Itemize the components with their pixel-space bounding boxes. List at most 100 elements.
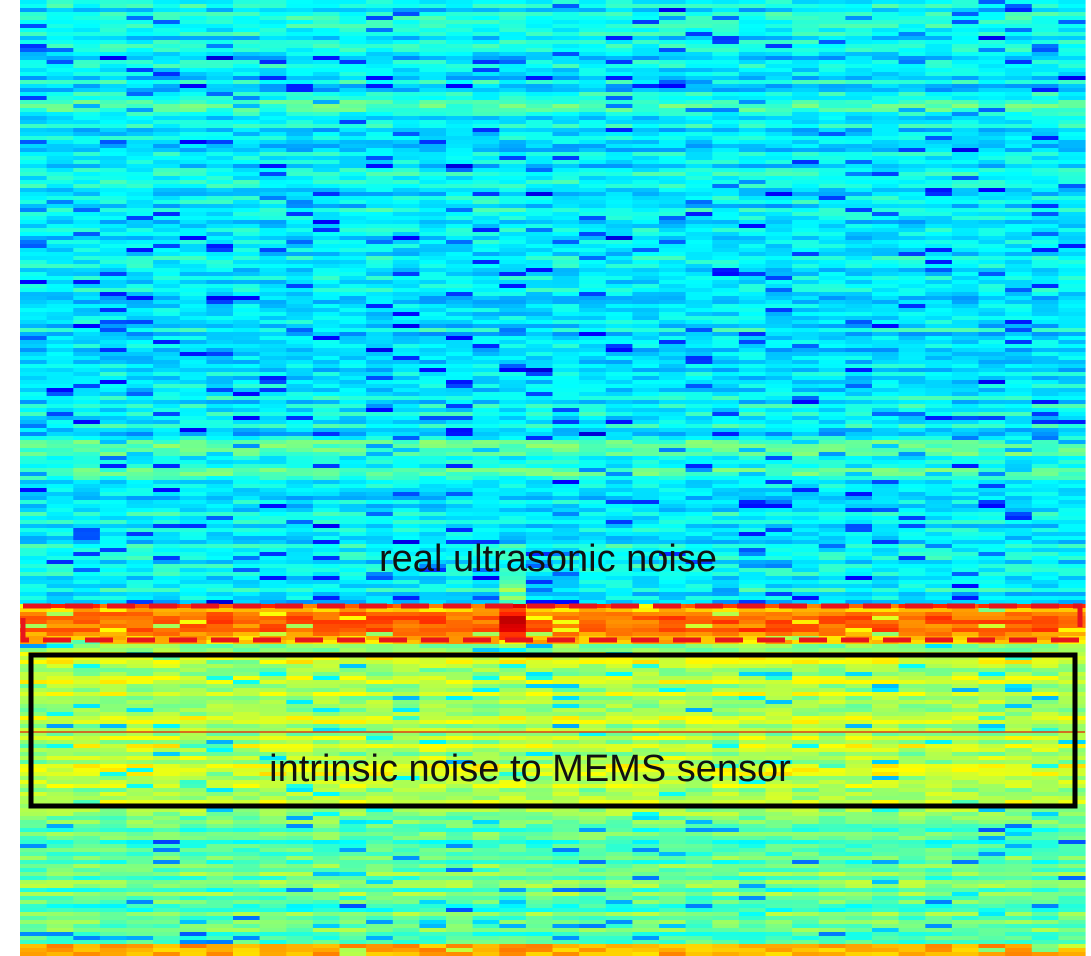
- spectrogram-cell: [605, 96, 633, 100]
- spectrogram-cell: [951, 332, 980, 336]
- spectrogram-cell: [419, 304, 447, 308]
- spectrogram-cell: [153, 496, 181, 500]
- spectrogram-cell: [579, 360, 607, 364]
- spectrogram-cell: [259, 192, 287, 196]
- spectrogram-cell: [472, 8, 500, 12]
- spectrogram-cell: [286, 184, 314, 188]
- spectrogram-cell: [818, 376, 846, 380]
- spectrogram-cell: [339, 96, 367, 100]
- spectrogram-cell: [525, 200, 554, 204]
- spectrogram-cell: [632, 268, 660, 272]
- spectrogram-cell: [712, 8, 740, 12]
- spectrogram-cell: [898, 476, 926, 480]
- spectrogram-cell: [978, 220, 1006, 224]
- spectrogram-cell: [419, 480, 447, 484]
- spectrogram-cell: [738, 196, 767, 200]
- spectrogram-cell: [738, 452, 767, 456]
- spectrogram-cell: [925, 40, 953, 44]
- spectrogram-cell: [312, 408, 341, 412]
- spectrogram-cell: [99, 204, 128, 208]
- spectrogram-cell: [20, 108, 48, 112]
- spectrogram-cell: [765, 176, 793, 180]
- spectrogram-cell: [46, 108, 74, 112]
- spectrogram-cell: [392, 40, 420, 44]
- spectrogram-cell: [818, 28, 846, 32]
- spectrogram-cell: [605, 480, 633, 484]
- spectrogram-cell: [898, 0, 926, 4]
- spectrogram-cell: [925, 356, 953, 360]
- spectrogram-cell: [472, 464, 500, 468]
- spectrogram-cell: [366, 428, 394, 432]
- spectrogram-cell: [20, 456, 48, 460]
- spectrogram-cell: [951, 52, 980, 56]
- spectrogram-cell: [46, 196, 74, 200]
- spectrogram-cell: [499, 216, 527, 220]
- spectrogram-cell: [951, 124, 980, 128]
- spectrogram-cell: [20, 204, 48, 208]
- spectrogram-cell: [659, 60, 687, 64]
- spectrogram-cell: [1031, 384, 1059, 388]
- spectrogram-cell: [73, 68, 101, 72]
- spectrogram-cell: [872, 368, 900, 372]
- spectrogram-cell: [499, 28, 527, 32]
- spectrogram-cell: [1005, 236, 1033, 240]
- spectrogram-cell: [312, 324, 341, 328]
- spectrogram-cell: [659, 192, 687, 196]
- spectrogram-cell: [499, 476, 527, 480]
- spectrogram-cell: [738, 256, 767, 260]
- spectrogram-cell: [46, 88, 74, 92]
- spectrogram-cell: [233, 128, 261, 132]
- spectrogram-cell: [499, 152, 527, 156]
- spectrogram-cell: [605, 8, 633, 12]
- spectrogram-cell: [206, 260, 234, 264]
- spectrogram-cell: [765, 468, 793, 472]
- spectrogram-cell: [579, 376, 607, 380]
- spectrogram-cell: [898, 456, 926, 460]
- spectrogram-cell: [233, 108, 261, 112]
- spectrogram-cell: [286, 388, 314, 392]
- spectrogram-cell: [605, 460, 633, 464]
- spectrogram-cell: [712, 60, 740, 64]
- spectrogram-cell: [46, 368, 74, 372]
- spectrogram-cell: [446, 12, 474, 16]
- spectrogram-cell: [20, 104, 48, 108]
- spectrogram-cell: [605, 412, 633, 416]
- spectrogram-cell: [99, 460, 128, 464]
- spectrogram-cell: [1005, 88, 1033, 92]
- spectrogram-cell: [1058, 492, 1086, 496]
- spectrogram-cell: [233, 240, 261, 244]
- spectrogram-cell: [898, 236, 926, 240]
- spectrogram-cell: [738, 312, 767, 316]
- spectrogram-cell: [898, 208, 926, 212]
- spectrogram-cell: [845, 408, 873, 412]
- spectrogram-cell: [153, 300, 181, 304]
- spectrogram-cell: [951, 12, 980, 16]
- spectrogram-cell: [20, 368, 48, 372]
- spectrogram-cell: [286, 12, 314, 16]
- spectrogram-cell: [792, 236, 820, 240]
- spectrogram-cell: [179, 200, 207, 204]
- spectrogram-cell: [233, 400, 261, 404]
- spectrogram-cell: [738, 316, 767, 320]
- spectrogram-cell: [126, 220, 154, 224]
- spectrogram-cell: [685, 160, 713, 164]
- spectrogram-cell: [792, 44, 820, 48]
- spectrogram-cell: [153, 352, 181, 356]
- spectrogram-cell: [659, 404, 687, 408]
- spectrogram-cell: [366, 0, 394, 4]
- spectrogram-cell: [46, 284, 74, 288]
- spectrogram-cell: [286, 488, 314, 492]
- spectrogram-cell: [446, 216, 474, 220]
- spectrogram-cell: [525, 68, 554, 72]
- spectrogram-cell: [46, 140, 74, 144]
- spectrogram-cell: [73, 116, 101, 120]
- spectrogram-cell: [46, 476, 74, 480]
- spectrogram-cell: [20, 452, 48, 456]
- spectrogram-cell: [712, 88, 740, 92]
- spectrogram-cell: [525, 400, 554, 404]
- spectrogram-cell: [632, 384, 660, 388]
- spectrogram-cell: [259, 168, 287, 172]
- spectrogram-cell: [659, 324, 687, 328]
- spectrogram-cell: [659, 300, 687, 304]
- spectrogram-cell: [845, 112, 873, 116]
